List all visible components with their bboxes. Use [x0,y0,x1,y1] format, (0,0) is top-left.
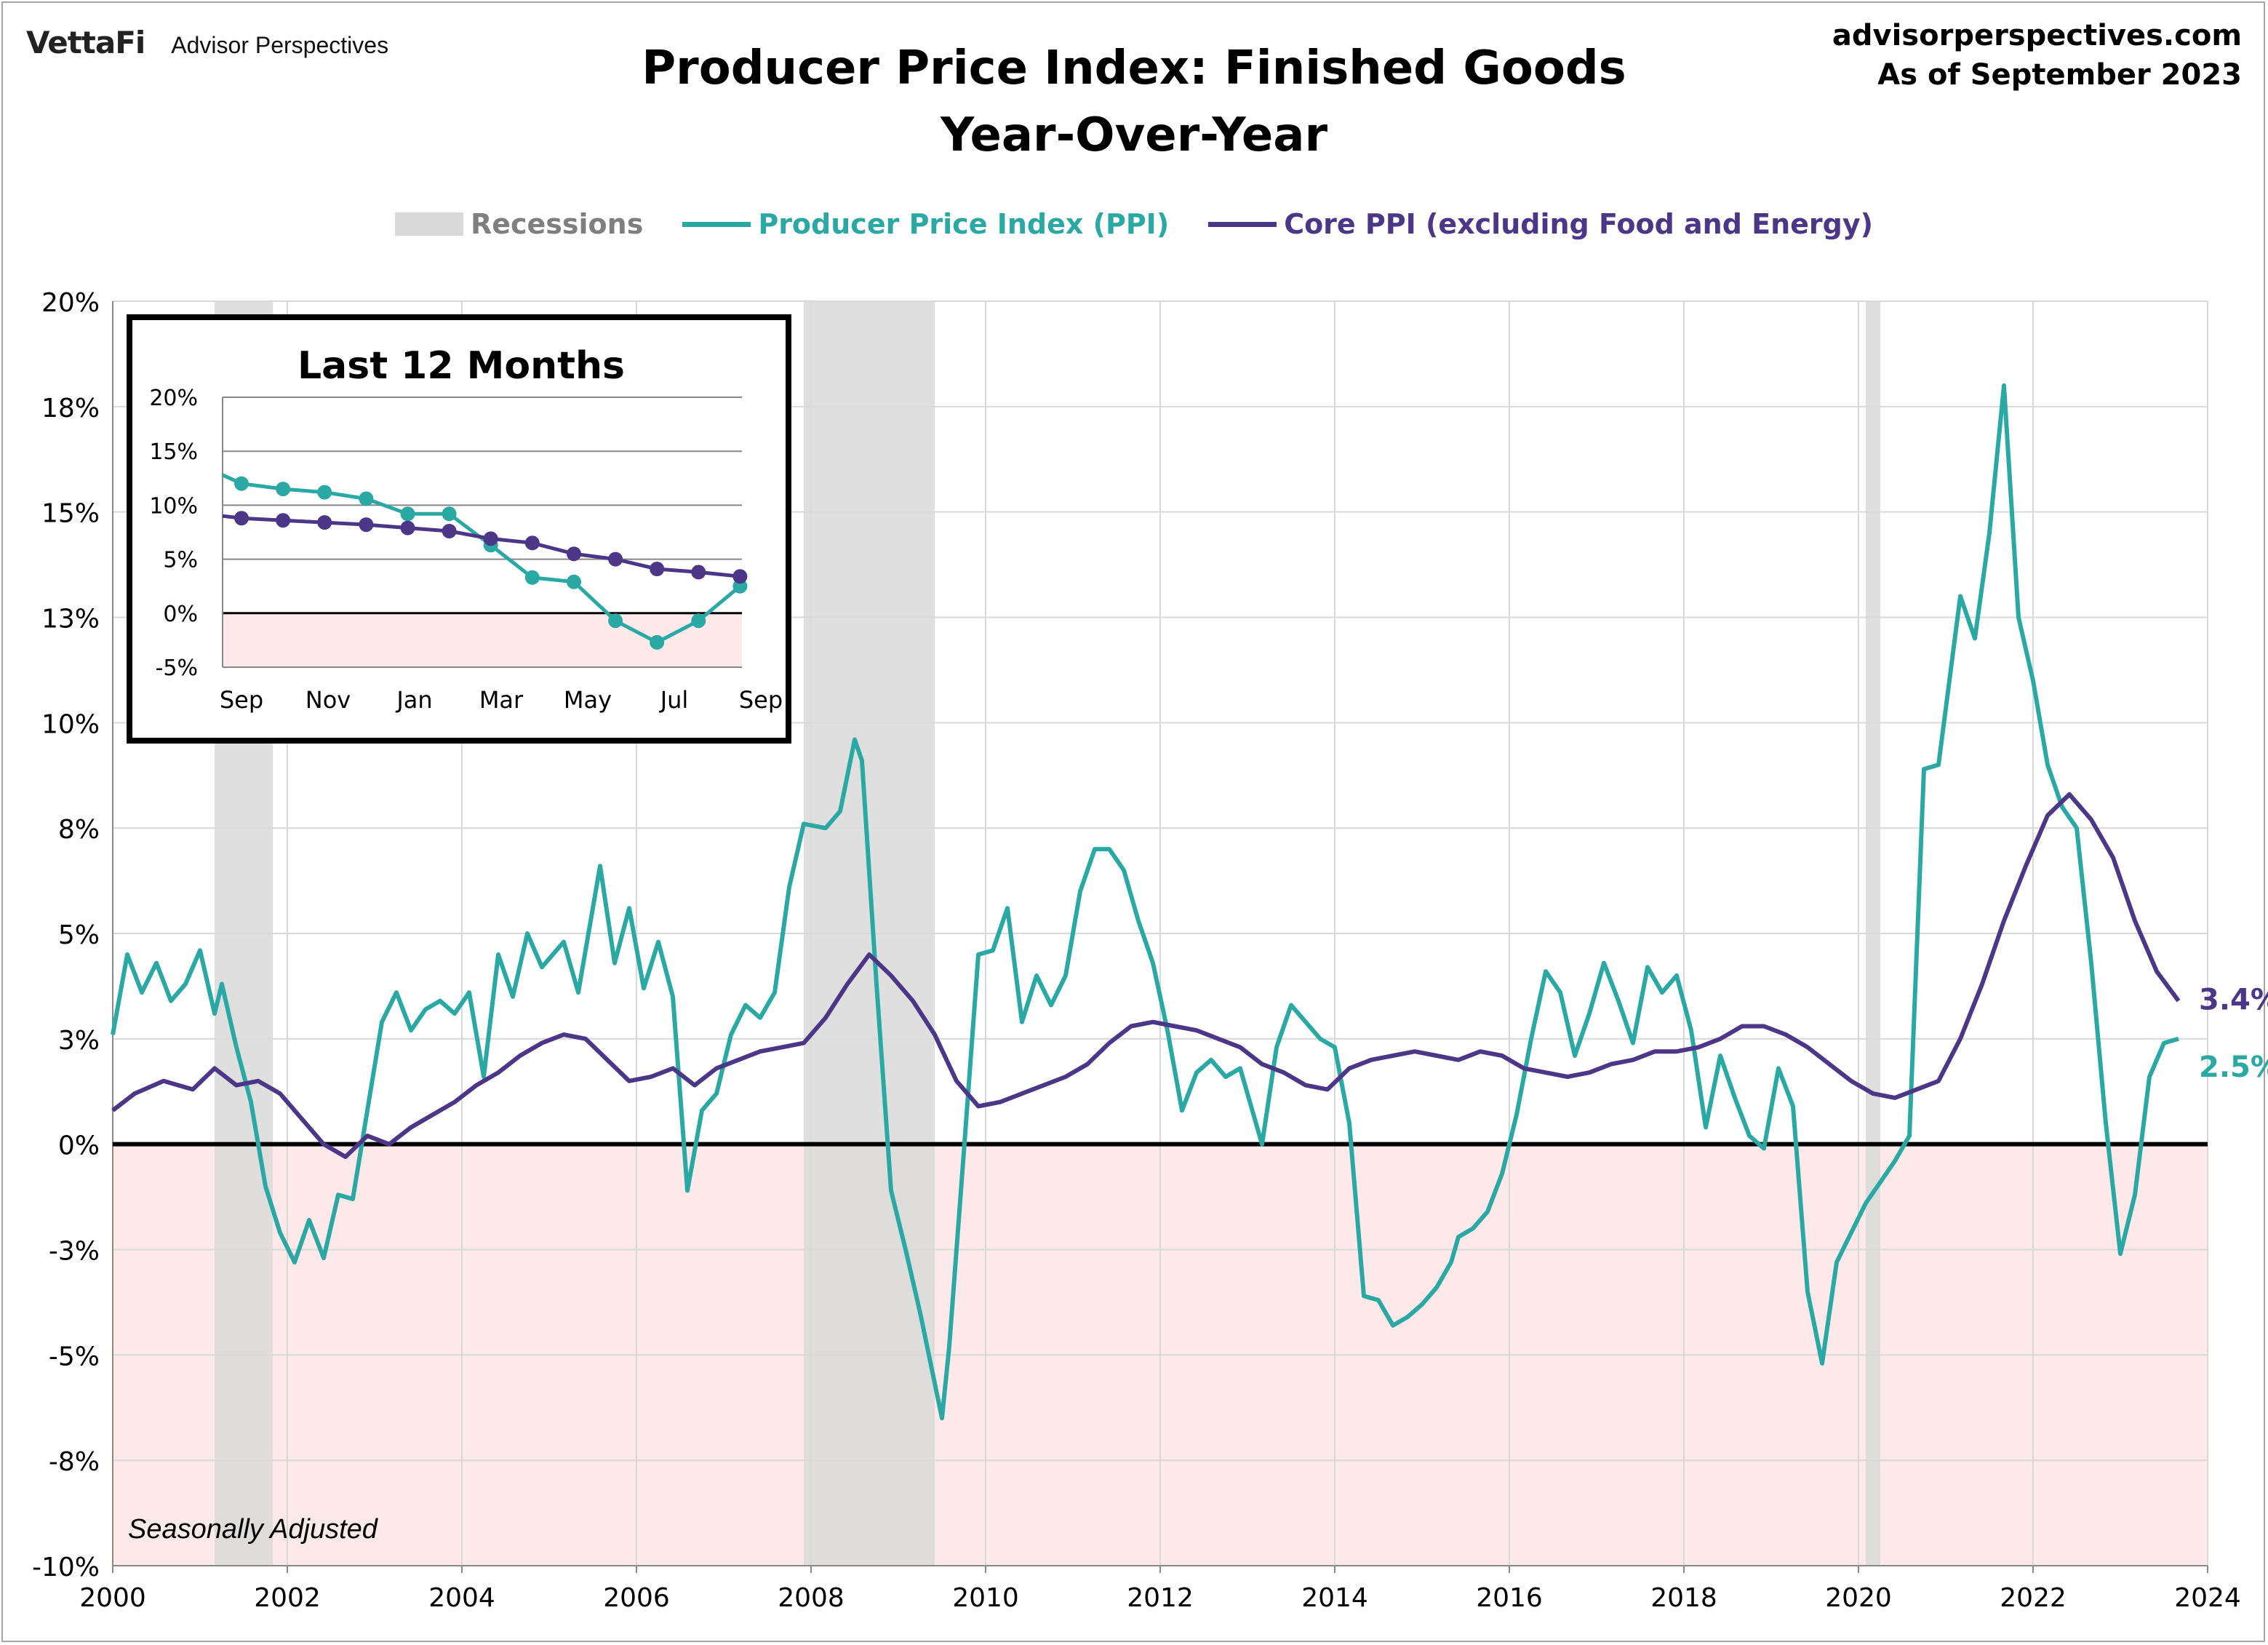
y-tick-label: -10% [32,1553,100,1582]
inset-core-ppi-point [442,524,457,538]
inset-ppi-point [400,506,415,522]
inset-ppi-point [276,482,291,497]
y-tick-label: 10% [41,709,100,739]
brand-name: Advisor Perspectives [171,32,389,58]
inset-chart: Last 12 Months 20% 15% 10% 5% 0% -5% Sep Nov Jan M… [127,314,791,744]
y-tick-label: 3% [58,1026,100,1056]
inset-core-ppi-point [400,520,415,535]
x-tick-label: 2002 [254,1583,321,1613]
inset-x-tick-label: Jul [659,686,689,714]
y-tick-label: 8% [58,815,100,845]
legend-item-core: Core PPI (excluding Food and Energy) [1208,208,1873,240]
inset-y-tick-label: -5% [156,656,198,681]
brand: VettaFi Advisor Perspectives [26,25,388,60]
seasonally-adjusted-note: Seasonally Adjusted [128,1514,379,1545]
x-tick-label: 2008 [778,1583,844,1613]
y-tick-label: 18% [41,394,100,423]
legend-label-ppi: Producer Price Index (PPI) [758,208,1170,240]
inset-core-ppi-point [483,531,498,546]
y-tick-label: -5% [49,1342,100,1371]
as-of-date: As of September 2023 [1877,58,2242,92]
chart-title: Producer Price Index: Finished Goods Yea… [0,35,2268,169]
x-tick-label: 2014 [1301,1583,1368,1613]
inset-core-ppi-point [317,515,332,530]
inset-ppi-point [359,491,374,506]
inset-core-ppi-point [732,569,748,584]
inset-ppi-point [650,634,665,650]
inset-y-tick-label: 5% [163,548,198,573]
legend-item-recessions: Recessions [394,208,644,240]
inset-ppi-point [608,613,623,629]
inset-y-tick-label: 15% [149,439,198,465]
inset-x-tick-label: Sep [739,686,783,714]
inset-core-ppi-point [359,517,374,533]
inset-core-ppi-point [234,511,249,526]
inset-x-tick-label: May [564,686,612,714]
inset-ppi-point [317,485,332,500]
ppi-line [111,383,2179,1421]
inset-ppi-point [524,570,540,585]
source-block: advisorperspectives.com As of September … [1832,16,2242,95]
y-tick-label: -3% [49,1237,100,1267]
inset-core-ppi-point [608,551,623,567]
core-last-value-label: 3.4% [2199,984,2268,1017]
inset-y-tick-label: 20% [149,386,198,411]
ppi-last-value-label: 2.5% [2199,1051,2268,1084]
inset-ppi-point [234,476,249,491]
inset-core-ppi-point [524,535,540,551]
inset-core-ppi-point [567,546,581,562]
x-tick-label: 2000 [79,1583,146,1613]
legend-label-recessions: Recessions [470,208,644,240]
chart-title-line2: Year-Over-Year [940,108,1328,162]
inset-x-tick-label: Sep [220,686,263,714]
inset-core-ppi-point [276,513,291,528]
x-tick-label: 2006 [603,1583,670,1613]
x-tick-label: 2004 [428,1583,495,1613]
legend-swatch-recessions [394,212,463,236]
core-ppi-line [111,792,2181,1159]
main-plot: 20% 18% 15% 13% 10% 8% 5% 3% 0% -3% -5% -8% -10%2000… [32,288,2268,1613]
x-tick-label: 2012 [1127,1583,1194,1613]
x-tick-label: 2022 [2000,1583,2067,1613]
legend: Recessions Producer Price Index (PPI) Co… [0,208,2268,240]
inset-x-tick-label: Nov [306,686,351,714]
x-tick-label: 2024 [2174,1583,2241,1613]
y-tick-label: 20% [41,288,100,318]
inset-title: Last 12 Months [298,344,625,388]
x-tick-label: 2010 [952,1583,1019,1613]
y-tick-label: 15% [41,499,100,529]
legend-swatch-core [1208,221,1277,227]
inset-ppi-point [567,574,581,589]
y-tick-label: 5% [58,920,100,950]
legend-swatch-ppi [682,221,751,227]
inset-core-ppi-point [691,565,706,580]
y-tick-label: -8% [49,1447,100,1477]
inset-ppi-point [442,506,457,522]
source-url: advisorperspectives.com [1832,19,2242,52]
x-tick-label: 2020 [1825,1583,1892,1613]
inset-x-tick-label: Jan [395,686,432,714]
y-tick-label: 0% [58,1131,100,1161]
inset-x-tick-label: Mar [479,686,524,714]
y-tick-label: 13% [41,605,100,634]
legend-label-core: Core PPI (excluding Food and Energy) [1284,208,1874,240]
inset-y-tick-label: 10% [149,493,198,519]
x-tick-label: 2018 [1650,1583,1717,1613]
legend-item-ppi: Producer Price Index (PPI) [682,208,1169,240]
inset-core-ppi-point [650,562,665,576]
inset-frame [127,314,791,744]
chart-title-line1: Producer Price Index: Finished Goods [642,41,1626,95]
inset-y-tick-label: 0% [163,602,198,627]
inset-ppi-point [691,613,706,629]
x-tick-label: 2016 [1476,1583,1543,1613]
brand-logo: VettaFi [26,25,145,60]
